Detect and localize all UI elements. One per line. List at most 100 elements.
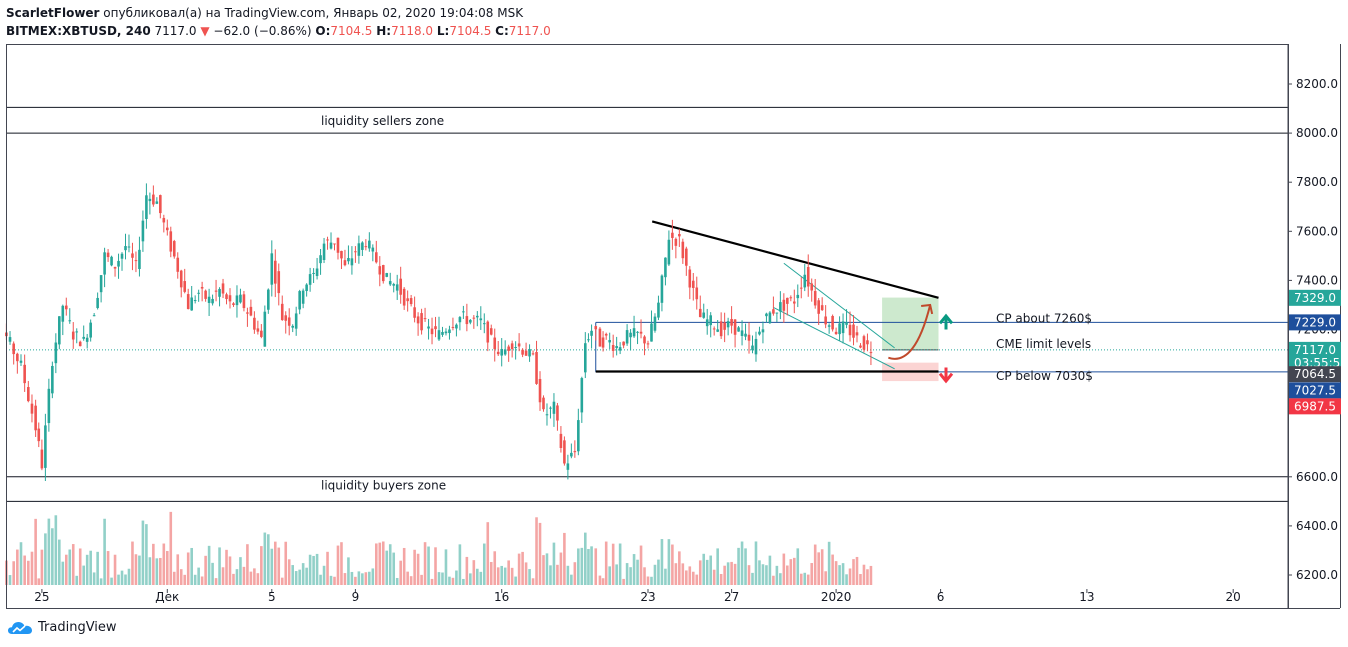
candle-body [284,315,288,321]
candle-body [514,347,517,349]
price-tick-label: 7400.0 [1296,273,1338,287]
volume-bar [54,515,58,585]
volume-bar [563,532,566,585]
volume-bar [549,565,552,585]
volume-bar [482,543,486,585]
price-tag [1289,382,1341,399]
candle-body [113,267,117,269]
up-arrow-icon [938,313,954,330]
candle-body [559,433,563,448]
volume-bar [531,578,535,585]
volume-bar [406,571,409,585]
candle-body [782,299,786,311]
volume-bar [810,563,814,585]
candle-body [409,298,413,305]
volume-bar [402,547,406,585]
candle-body [615,346,618,349]
volume-bar [590,546,593,585]
volume-bar [486,522,490,585]
author-name[interactable]: ScarletFlower [6,6,100,20]
candle-body [465,316,469,325]
candle-body [799,287,803,289]
candle-body [740,330,744,336]
candle-body [218,288,221,297]
candle-body [12,343,15,355]
volume-bar [775,565,779,585]
volume-bar [89,550,92,585]
volume-bar [371,568,375,585]
candle-body [671,232,674,238]
candle-body [287,317,291,326]
volume-bar [287,559,291,585]
cme-levels-label: CME limit levels [996,337,1091,351]
price-tick-label: 7600.0 [1296,224,1338,238]
volume-bar [388,544,392,585]
candle-body [598,328,602,347]
candle-body [434,326,437,330]
volume-bar [381,541,385,585]
cp-below-label: CP below 7030$ [996,369,1093,383]
candle-body [176,257,180,272]
candle-body [34,405,37,431]
volume-bar [813,544,817,585]
volume-bar [267,534,270,585]
volume-bar [723,565,726,585]
candle-body [831,315,834,330]
volume-bar [85,554,89,585]
volume-bar [845,574,848,585]
annotation-layer: liquidity sellers zone liquidity buyers z… [321,114,1093,493]
volume-bar [859,574,862,585]
candle-body [350,258,354,266]
volume-bar [395,577,399,585]
candle-body [221,283,225,294]
volume-bar [517,553,521,585]
last-price: 7117.0 [154,24,197,38]
tradingview-logo[interactable]: TradingView [8,620,117,635]
footer-brand: TradingView [38,620,117,635]
candle-body [413,307,416,318]
candle-body [772,309,775,314]
candle-body [305,284,308,292]
candle-body [723,322,726,330]
volume-bar [639,545,643,585]
candle-body [476,315,479,318]
volume-bar [124,574,127,585]
candle-body [657,302,660,318]
candle-body [448,329,451,334]
volume-bar [368,571,371,585]
candle-body [207,296,211,303]
candle-body [364,246,368,248]
candle-body [563,440,566,464]
volume-bar [636,559,639,585]
candle-body [200,286,204,289]
candle-body [378,266,382,275]
volume-bar [598,575,602,585]
volume-bar [246,544,249,585]
candle-body [242,294,246,309]
candle-body [758,331,761,335]
volume-bar [333,576,336,585]
low-value: 7104.5 [449,24,492,38]
price-tag [1289,366,1341,383]
time-tick-label: 23 [640,590,655,604]
candle-body [775,312,779,314]
candle-body [681,241,685,259]
volume-bar [841,563,845,585]
candle-body [827,325,831,327]
candle-body [702,312,706,318]
volume-bar [399,560,402,585]
time-axis[interactable]: 25 Дек 5 9 16 23 27 2020 6 13 20 [34,589,1241,604]
volume-bar [155,558,159,585]
candle-body [869,352,873,354]
volume-bar [221,567,225,585]
volume-bar [751,572,754,585]
candle-body [695,287,699,300]
cloud-logo-icon [8,621,32,634]
candle-body [765,313,768,317]
volume-bar [538,522,542,585]
volume-bar [444,549,448,585]
volume-bar [514,576,517,585]
candle-body [577,420,580,452]
candle-body [862,336,866,350]
